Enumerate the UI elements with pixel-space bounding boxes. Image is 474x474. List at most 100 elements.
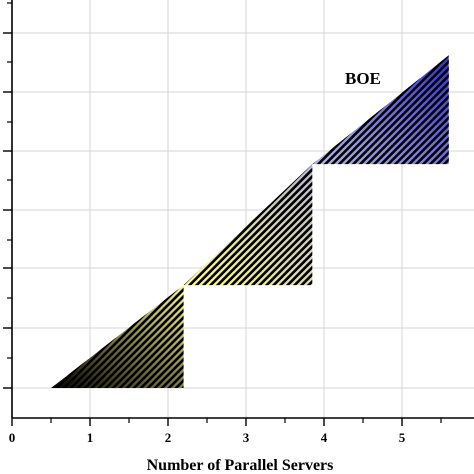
- hatch-line: [51, 285, 59, 388]
- x-tick-label: 0: [9, 430, 16, 445]
- hatch-line: [194, 275, 317, 398]
- hatch-line: [376, 275, 474, 398]
- x-tick-label: 2: [165, 430, 172, 445]
- hatch-line: [349, 55, 449, 165]
- hatch-line: [112, 45, 241, 174]
- hatch-line: [377, 55, 449, 165]
- grid: [12, 0, 474, 418]
- hatch-line: [412, 55, 449, 165]
- hatch-line: [51, 285, 73, 388]
- hatch-line: [327, 275, 450, 398]
- x-axis-title: Number of Parallel Servers: [147, 457, 334, 474]
- hatch-line: [355, 154, 474, 295]
- hatch-line: [356, 55, 449, 165]
- hatch-line: [397, 154, 474, 295]
- hatch-line: [370, 55, 449, 165]
- axes: 0 1 2 3 4 5: [3, 0, 474, 445]
- hatch-line: [0, 154, 132, 295]
- hatch-line: [147, 45, 276, 174]
- hatch-line: [179, 285, 184, 388]
- hatch-line: [348, 154, 474, 295]
- hatch-line: [297, 164, 313, 286]
- hatch-line: [119, 45, 248, 174]
- hatch-line: [341, 154, 474, 295]
- hatch-line: [215, 275, 338, 398]
- hatch-line: [278, 275, 401, 398]
- hatch-line: [335, 55, 449, 165]
- hatch-line: [290, 164, 313, 286]
- hatch-line: [227, 164, 313, 286]
- hatch-line: [469, 45, 474, 174]
- hatch-line: [334, 275, 457, 398]
- hatch-line: [123, 285, 184, 388]
- hatch-line: [158, 285, 184, 388]
- hatch-line: [102, 285, 184, 388]
- hatch-line: [418, 154, 474, 295]
- hatch-line: [144, 285, 184, 388]
- hatch-line: [183, 164, 196, 286]
- hatch-line: [313, 275, 436, 398]
- hatch-line: [201, 275, 324, 398]
- hatch-line: [320, 154, 461, 295]
- hatch-line: [250, 275, 373, 398]
- hatch-line: [257, 275, 380, 398]
- hatch-line: [383, 275, 474, 398]
- hatch-line: [161, 45, 290, 174]
- hatch-line: [248, 164, 313, 286]
- hatch-line: [0, 275, 2, 398]
- hatch-line: [0, 275, 44, 398]
- x-tick-label: 3: [243, 430, 250, 445]
- hatch-line: [206, 164, 313, 286]
- hatch-line: [133, 45, 262, 174]
- hatch-line: [192, 164, 313, 286]
- x-tick-label: 5: [399, 430, 406, 445]
- boe-annotation: BOE: [345, 69, 381, 88]
- hatch-line: [137, 285, 184, 388]
- hatch-line: [425, 154, 474, 295]
- hatch-line: [446, 154, 474, 295]
- hatch-line: [222, 275, 345, 398]
- hatch-line: [12, 154, 153, 295]
- hatch-line: [40, 154, 181, 295]
- hatch-line: [151, 285, 184, 388]
- hatch-line: [439, 154, 474, 295]
- hatch-line: [241, 164, 313, 286]
- hatch-line: [208, 275, 331, 398]
- regions: [0, 45, 474, 398]
- hatch-line: [312, 55, 320, 165]
- hatch-line: [262, 164, 313, 286]
- hatch-line: [51, 285, 66, 388]
- hatch-line: [175, 45, 304, 174]
- hatch-line: [5, 154, 146, 295]
- hatch-line: [168, 45, 297, 174]
- hatch-line: [383, 154, 474, 295]
- hatch-line: [185, 164, 313, 286]
- hatch-line: [369, 154, 474, 295]
- hatch-line: [376, 154, 474, 295]
- hatch-line: [419, 55, 449, 165]
- hatch-line: [213, 164, 313, 286]
- hatch-line: [19, 154, 160, 295]
- hatch-line: [255, 164, 313, 286]
- hatch-line: [447, 55, 449, 165]
- hatch-line: [271, 275, 394, 398]
- hatch-line: [404, 154, 474, 295]
- hatch-line: [33, 154, 174, 295]
- hatch-line: [130, 285, 184, 388]
- hatch-line: [455, 45, 474, 174]
- hatch-line: [292, 275, 415, 398]
- hatch-line: [355, 275, 474, 398]
- region-3: [112, 45, 474, 174]
- hatch-line: [187, 275, 310, 398]
- hatch-line: [276, 164, 313, 286]
- hatch-line: [411, 154, 474, 295]
- hatch-line: [236, 275, 359, 398]
- hatch-line: [199, 164, 313, 286]
- hatch-line: [183, 164, 217, 286]
- hatch-line: [327, 154, 468, 295]
- hatch-line: [348, 275, 471, 398]
- hatch-line: [74, 285, 184, 388]
- hatch-line: [299, 275, 422, 398]
- hatch-line: [460, 154, 474, 295]
- hatch-line: [154, 45, 283, 174]
